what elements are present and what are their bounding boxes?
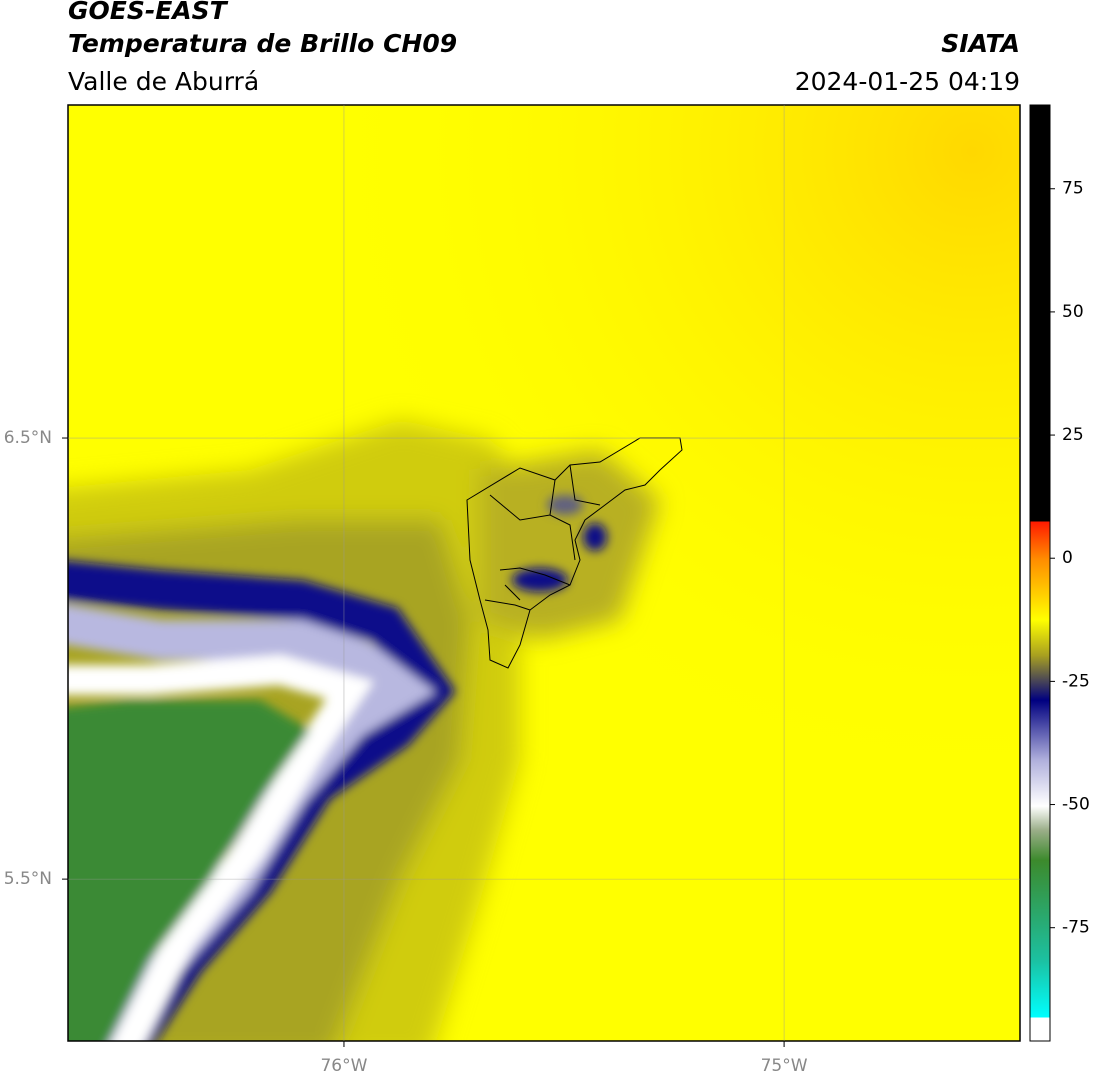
colorbar-tick-label: -25 xyxy=(1062,671,1090,691)
y-tick-label: 5.5°N xyxy=(4,869,52,889)
region: Valle de Aburrá xyxy=(68,67,259,96)
boundaries xyxy=(466,437,683,669)
source: SIATA xyxy=(941,29,1020,58)
colorbar-tick-label: -75 xyxy=(1062,918,1090,938)
timestamp: 2024-01-25 04:19 xyxy=(795,67,1020,96)
colorbar-tick-label: 25 xyxy=(1062,425,1084,445)
field xyxy=(68,105,1020,1041)
colorbar-tick-label: 50 xyxy=(1062,302,1084,322)
colorbar xyxy=(1029,104,1051,1042)
colorbar-tick-label: 75 xyxy=(1062,179,1084,199)
map-frame xyxy=(67,104,1021,1042)
subtitle: Temperatura de Brillo CH09 xyxy=(68,29,457,58)
x-tick-label: 76°W xyxy=(320,1056,367,1076)
y-tick-label: 6.5°N xyxy=(4,428,52,448)
title: GOES-EAST xyxy=(68,0,229,25)
x-tick-label: 75°W xyxy=(761,1056,808,1076)
colorbar-tick-label: -50 xyxy=(1062,795,1090,815)
colorbar-tick-label: 0 xyxy=(1062,548,1073,568)
